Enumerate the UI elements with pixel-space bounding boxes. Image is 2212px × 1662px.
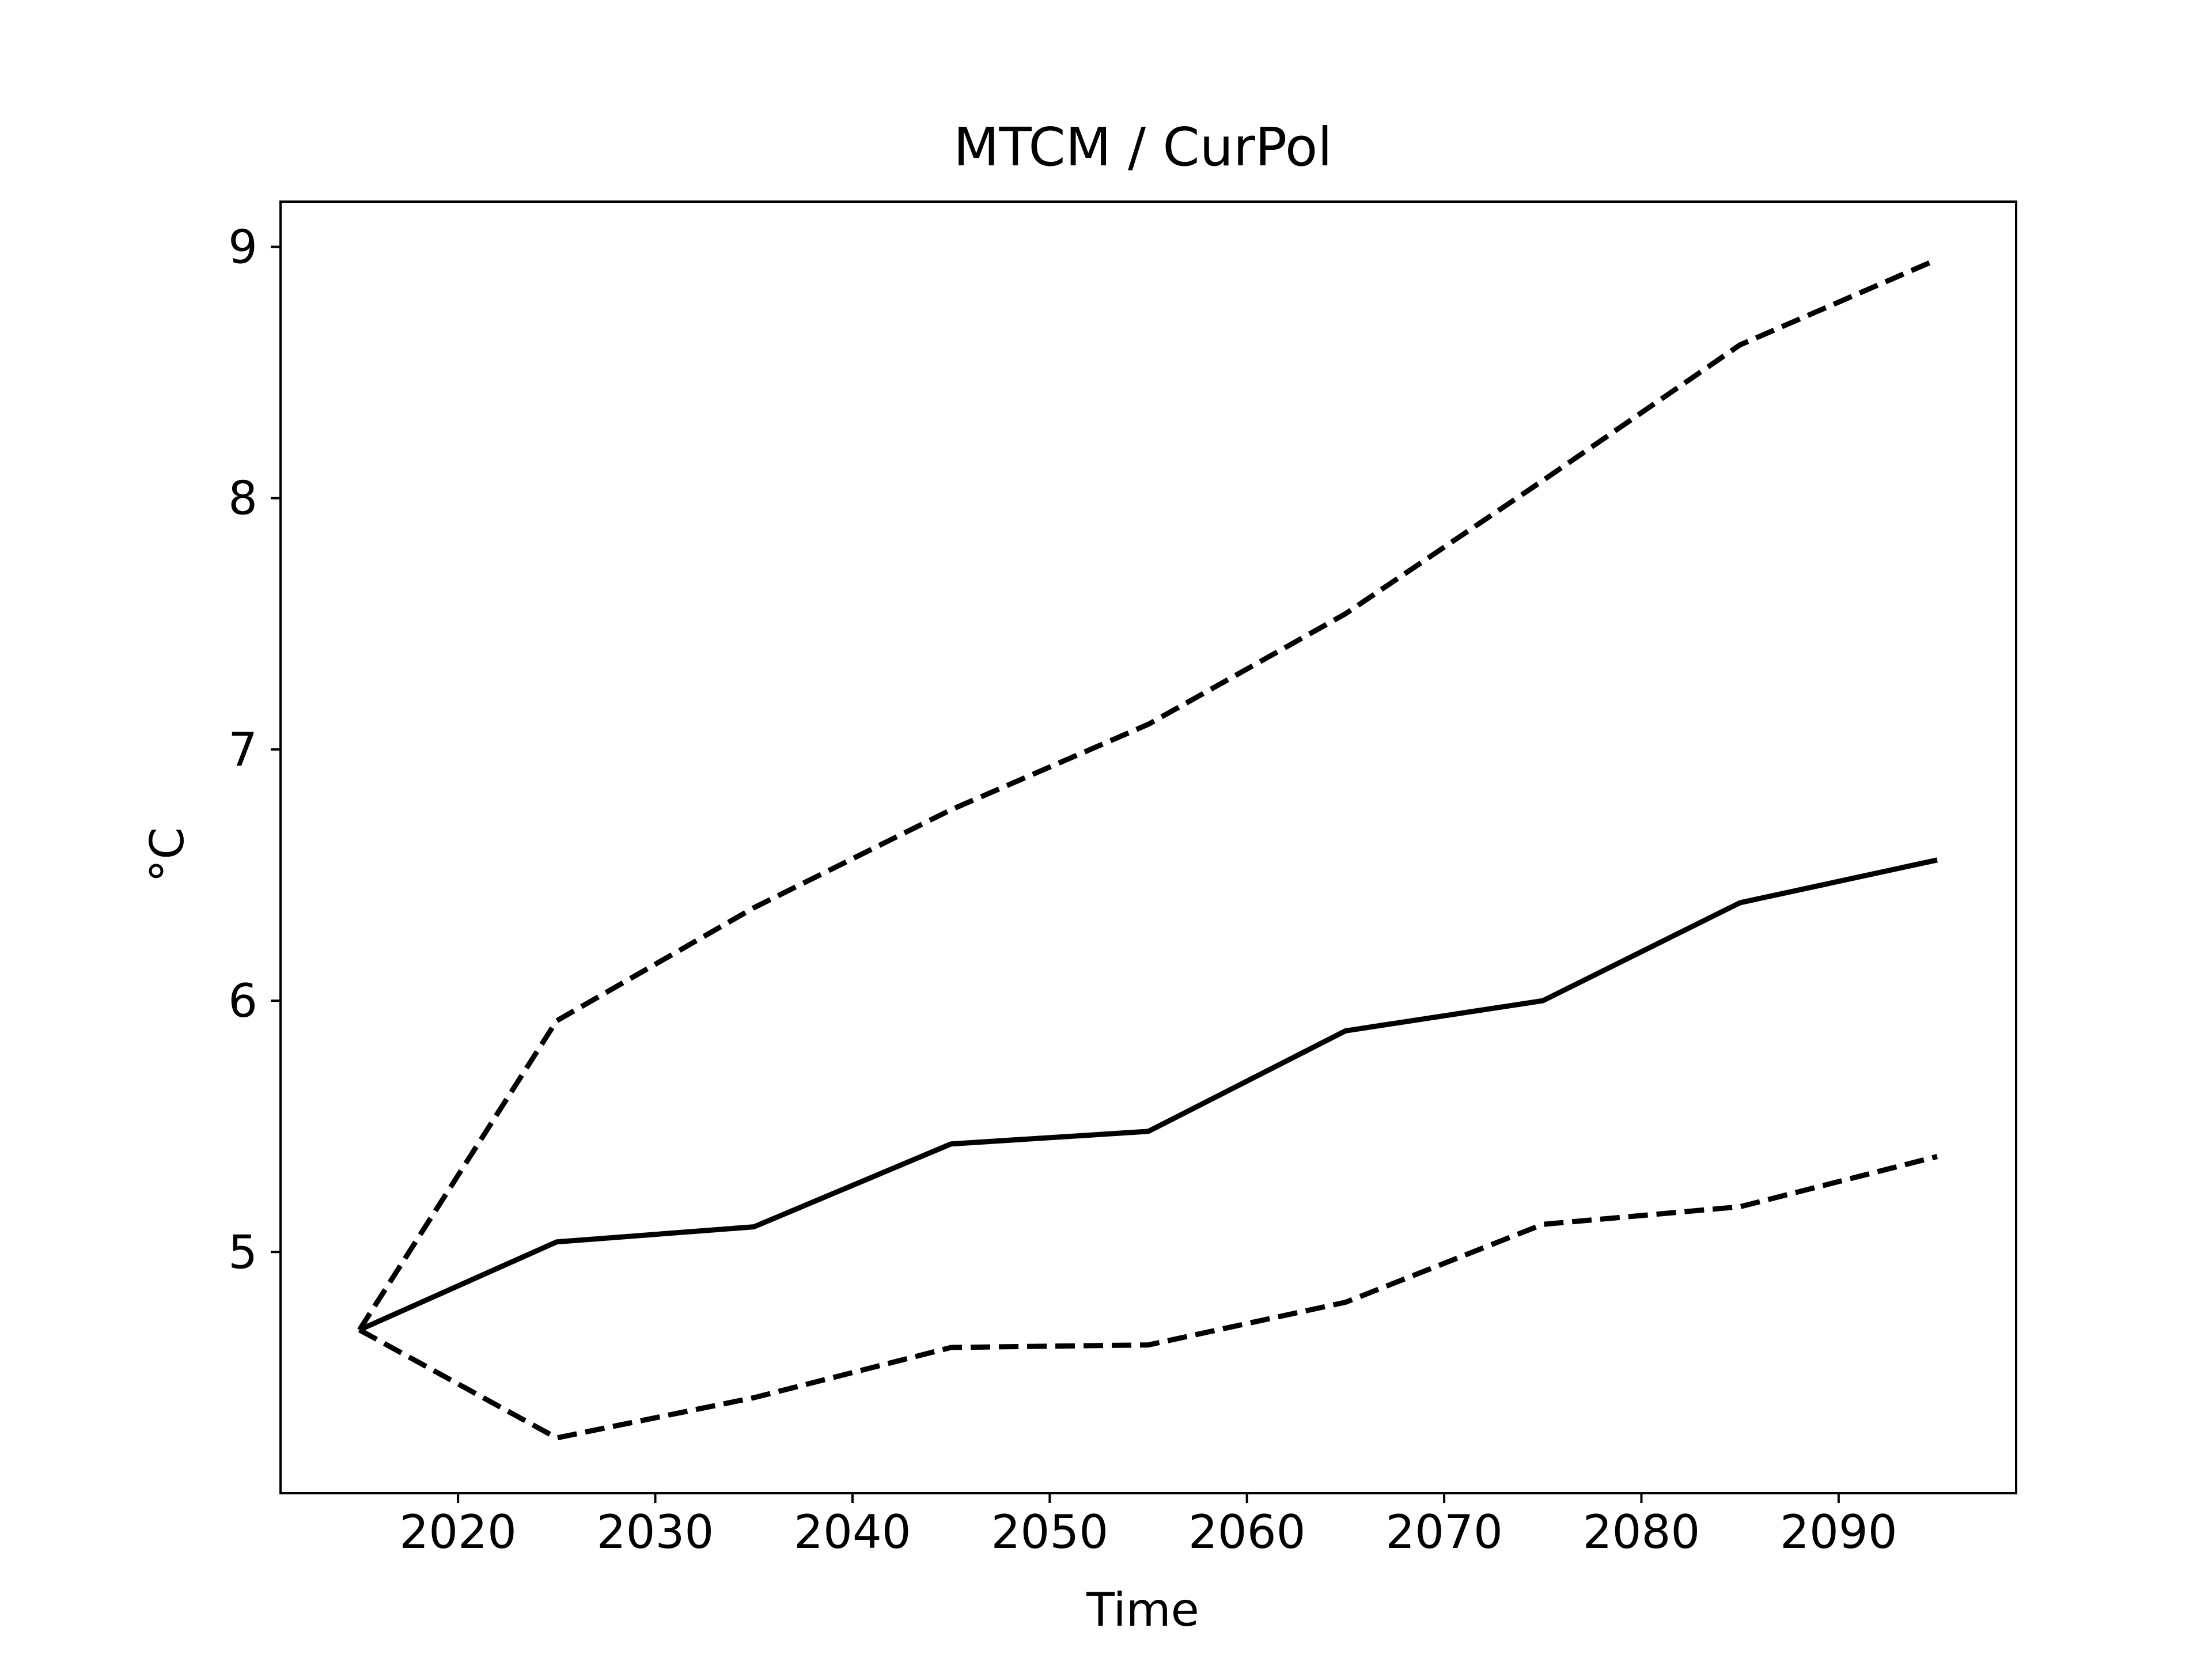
- x-axis-label: Time: [1086, 1583, 1199, 1637]
- plot-area: 2020 2030 2040 2050 2060 2070 2080 2090 5 6 7 8 9: [228, 200, 2017, 1559]
- series-line-3: [358, 1154, 1938, 1441]
- y-tick-label-7: 7: [228, 723, 257, 777]
- x-tick-label-2090: 2090: [1780, 1505, 1897, 1559]
- plot-frame: [279, 200, 2017, 1494]
- y-tick-label-8: 8: [228, 472, 257, 525]
- y-tick-label-9: 9: [228, 221, 257, 274]
- x-tick-label-2060: 2060: [1188, 1505, 1306, 1559]
- series-line-2: [357, 257, 1938, 1331]
- x-tick-label-2050: 2050: [991, 1505, 1109, 1559]
- y-tick-label-6: 6: [228, 974, 257, 1028]
- chart-title: MTCM / CurPol: [953, 116, 1332, 178]
- x-tick-label-2040: 2040: [794, 1505, 911, 1559]
- y-tick-label-5: 5: [228, 1225, 257, 1279]
- x-tick-label-2070: 2070: [1385, 1505, 1503, 1559]
- x-tick-label-2030: 2030: [597, 1505, 714, 1559]
- series-line-1: [358, 857, 1938, 1332]
- x-tick-label-2080: 2080: [1583, 1505, 1700, 1559]
- x-tick-label-2020: 2020: [399, 1505, 517, 1559]
- y-axis-label: °C: [141, 827, 194, 883]
